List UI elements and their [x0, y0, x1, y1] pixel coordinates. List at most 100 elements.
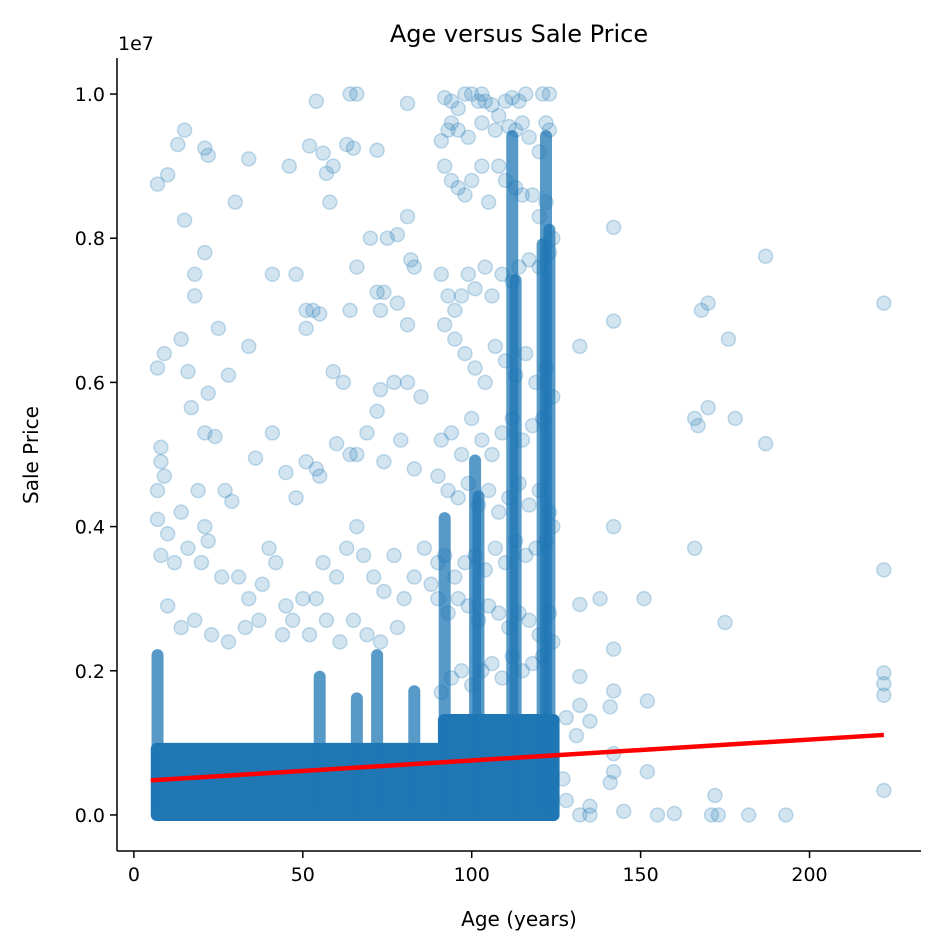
data-point-207	[433, 133, 450, 149]
data-point-257	[453, 446, 470, 463]
data-point-284	[430, 590, 446, 607]
data-point-100	[308, 590, 325, 607]
y-tick-label: 0.2	[75, 661, 105, 683]
data-point-112	[423, 576, 439, 593]
data-point-51	[183, 399, 200, 416]
data-point-49	[372, 302, 389, 319]
data-point-167	[876, 562, 892, 578]
data-point-143	[568, 727, 585, 744]
data-point-42	[379, 230, 396, 246]
data-point-7	[308, 93, 325, 110]
data-point-70	[349, 446, 365, 463]
data-point-73	[372, 381, 389, 398]
data-point-127	[359, 626, 375, 643]
x-axis-label: Age (years)	[461, 907, 577, 931]
data-point-168	[876, 665, 892, 681]
y-tick-label: 0.6	[75, 372, 105, 394]
data-point-225	[521, 252, 537, 268]
data-point-36	[322, 194, 338, 210]
data-point-246	[528, 374, 544, 391]
data-point-245	[518, 345, 534, 362]
data-point-33	[305, 302, 321, 319]
data-point-212	[463, 172, 480, 189]
data-point-253	[494, 425, 510, 441]
data-point-80	[153, 439, 169, 456]
data-point-147	[602, 774, 618, 791]
data-point-286	[450, 590, 466, 607]
data-point-102	[328, 569, 345, 585]
data-point-77	[399, 374, 416, 391]
data-point-15	[325, 158, 341, 174]
data-point-9	[349, 86, 365, 102]
data-point-37	[342, 302, 358, 319]
data-point-114	[159, 598, 176, 614]
data-point-272	[545, 518, 561, 535]
data-point-3	[176, 122, 193, 138]
data-point-275	[518, 547, 534, 564]
data-point-166	[876, 295, 892, 311]
data-point-59	[247, 450, 264, 466]
data-point-183	[457, 86, 473, 102]
data-point-219	[524, 187, 541, 203]
data-point-243	[497, 353, 514, 369]
data-point-205	[443, 115, 460, 131]
data-point-178	[558, 792, 575, 809]
data-point-151	[690, 417, 706, 434]
data-point-155	[720, 331, 737, 347]
data-point-93	[230, 569, 247, 585]
data-point-221	[538, 194, 554, 210]
data-point-282	[447, 569, 463, 585]
dense-column-streaks	[151, 130, 556, 815]
data-point-149	[582, 807, 598, 823]
data-point-154	[700, 399, 716, 416]
data-point-96	[261, 540, 277, 556]
data-point-248	[545, 389, 561, 405]
y-tick-label: 1.0	[75, 84, 105, 106]
data-point-95	[254, 576, 271, 593]
data-point-55	[190, 482, 206, 499]
data-point-25	[156, 345, 173, 362]
data-point-180	[436, 89, 453, 106]
data-point-294	[531, 626, 548, 643]
data-point-120	[251, 612, 267, 629]
data-point-150	[686, 410, 703, 427]
data-point-236	[433, 266, 450, 283]
data-point-8	[342, 86, 358, 102]
data-point-82	[156, 468, 173, 484]
data-point-308	[541, 86, 558, 102]
data-point-136	[605, 641, 622, 657]
data-point-6	[240, 151, 257, 167]
data-point-209	[443, 172, 460, 189]
data-point-203	[460, 129, 477, 146]
data-point-271	[541, 504, 558, 520]
data-point-88	[173, 504, 189, 520]
data-point-293	[521, 612, 537, 629]
data-point-261	[440, 482, 456, 499]
column-streak-7	[543, 223, 556, 815]
data-point-122	[284, 612, 301, 629]
data-point-74	[376, 453, 392, 470]
data-point-71	[359, 425, 375, 441]
data-point-53	[207, 428, 223, 445]
data-point-247	[538, 360, 554, 376]
data-point-86	[159, 526, 176, 542]
data-point-48	[389, 295, 406, 311]
data-point-72	[369, 403, 385, 419]
data-point-45	[403, 252, 419, 268]
data-point-81	[153, 453, 169, 470]
data-point-197	[514, 115, 531, 131]
data-point-296	[545, 634, 561, 650]
data-point-287	[460, 598, 477, 614]
data-point-181	[443, 93, 460, 110]
data-point-292	[511, 605, 527, 621]
data-point-129	[389, 619, 406, 636]
data-point-115	[173, 619, 189, 636]
y-axis-label: Sale Price	[19, 406, 43, 504]
data-point-61	[278, 464, 294, 481]
data-point-34	[311, 306, 328, 322]
data-point-208	[436, 158, 453, 174]
data-point-251	[514, 432, 531, 448]
data-point-60	[264, 425, 281, 441]
data-point-185	[470, 93, 487, 110]
data-point-107	[376, 583, 392, 600]
